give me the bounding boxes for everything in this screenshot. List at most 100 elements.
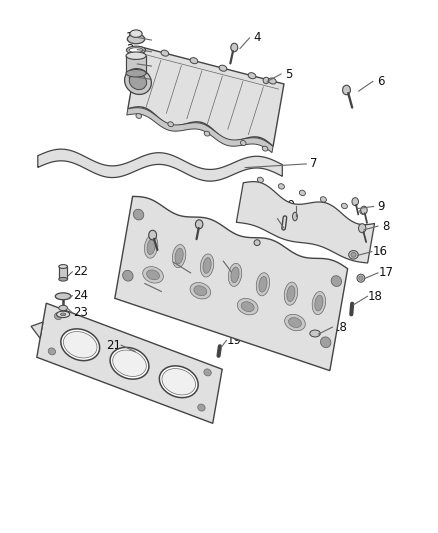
Text: 15: 15 [224, 255, 239, 268]
Ellipse shape [190, 282, 211, 299]
Text: 18: 18 [333, 321, 348, 334]
Ellipse shape [173, 245, 186, 268]
Ellipse shape [59, 265, 67, 268]
Ellipse shape [59, 277, 67, 281]
Text: 5: 5 [285, 68, 293, 80]
Ellipse shape [349, 251, 358, 259]
Text: 4: 4 [254, 31, 261, 44]
Ellipse shape [360, 206, 367, 214]
Ellipse shape [147, 270, 159, 280]
Polygon shape [37, 303, 222, 423]
Ellipse shape [175, 248, 183, 264]
Ellipse shape [126, 69, 146, 77]
Ellipse shape [289, 318, 301, 327]
Ellipse shape [358, 224, 366, 233]
Ellipse shape [113, 350, 146, 376]
Ellipse shape [200, 254, 214, 277]
Polygon shape [128, 46, 284, 147]
Text: 2: 2 [126, 71, 133, 84]
Ellipse shape [256, 273, 270, 296]
Ellipse shape [228, 263, 242, 286]
Ellipse shape [285, 314, 305, 331]
Ellipse shape [190, 58, 198, 64]
Ellipse shape [259, 277, 267, 292]
Ellipse shape [64, 332, 97, 358]
Ellipse shape [162, 368, 195, 395]
Ellipse shape [310, 330, 320, 337]
Ellipse shape [129, 74, 147, 90]
Polygon shape [127, 108, 273, 152]
Ellipse shape [315, 295, 323, 311]
Ellipse shape [149, 230, 156, 240]
Ellipse shape [231, 43, 238, 52]
Ellipse shape [194, 286, 207, 296]
Ellipse shape [351, 253, 356, 257]
Text: 1: 1 [126, 31, 133, 44]
Text: 8: 8 [382, 220, 389, 232]
Text: 19: 19 [227, 334, 242, 347]
Ellipse shape [143, 266, 163, 283]
Text: 18: 18 [368, 290, 383, 303]
Ellipse shape [279, 184, 284, 189]
Text: 12: 12 [158, 256, 173, 269]
Ellipse shape [360, 209, 366, 214]
Ellipse shape [284, 282, 298, 305]
Ellipse shape [268, 78, 276, 84]
Ellipse shape [48, 348, 56, 355]
Ellipse shape [198, 404, 205, 411]
Ellipse shape [60, 313, 66, 316]
Ellipse shape [263, 77, 269, 84]
Text: 9: 9 [378, 200, 385, 213]
Text: 20: 20 [130, 277, 145, 290]
Ellipse shape [204, 131, 210, 136]
Text: 24: 24 [73, 289, 88, 302]
Polygon shape [237, 182, 374, 263]
Ellipse shape [320, 197, 326, 202]
Text: 7: 7 [311, 157, 318, 171]
Ellipse shape [343, 85, 350, 95]
Text: 16: 16 [372, 245, 387, 258]
Ellipse shape [129, 75, 143, 80]
Ellipse shape [352, 198, 358, 206]
Ellipse shape [258, 177, 263, 183]
Ellipse shape [161, 50, 169, 56]
Ellipse shape [204, 369, 211, 376]
Ellipse shape [110, 348, 149, 379]
Text: 11: 11 [262, 212, 277, 225]
Ellipse shape [123, 270, 133, 281]
Ellipse shape [130, 30, 142, 37]
Ellipse shape [219, 65, 227, 71]
Ellipse shape [237, 298, 258, 315]
Ellipse shape [127, 46, 146, 54]
Ellipse shape [359, 276, 363, 280]
Ellipse shape [341, 203, 347, 208]
Ellipse shape [248, 72, 256, 79]
Ellipse shape [231, 267, 239, 282]
Ellipse shape [54, 313, 62, 320]
Ellipse shape [55, 293, 71, 300]
Ellipse shape [241, 302, 254, 312]
Text: 23: 23 [73, 306, 88, 319]
Ellipse shape [145, 235, 158, 259]
Ellipse shape [254, 240, 260, 246]
Ellipse shape [147, 239, 155, 255]
Ellipse shape [126, 52, 146, 60]
Ellipse shape [287, 286, 295, 302]
Ellipse shape [331, 276, 342, 286]
Ellipse shape [129, 48, 143, 53]
Ellipse shape [59, 305, 67, 311]
Ellipse shape [133, 209, 144, 220]
Text: 6: 6 [377, 75, 384, 88]
Text: 22: 22 [73, 265, 88, 278]
Ellipse shape [124, 69, 152, 94]
Ellipse shape [136, 114, 141, 118]
Ellipse shape [299, 190, 305, 196]
Ellipse shape [61, 329, 99, 361]
Ellipse shape [168, 122, 173, 127]
Ellipse shape [195, 220, 203, 229]
Polygon shape [115, 197, 348, 370]
Text: 3: 3 [126, 58, 133, 70]
Text: 21: 21 [106, 338, 121, 352]
Ellipse shape [321, 337, 331, 348]
Ellipse shape [293, 212, 297, 221]
